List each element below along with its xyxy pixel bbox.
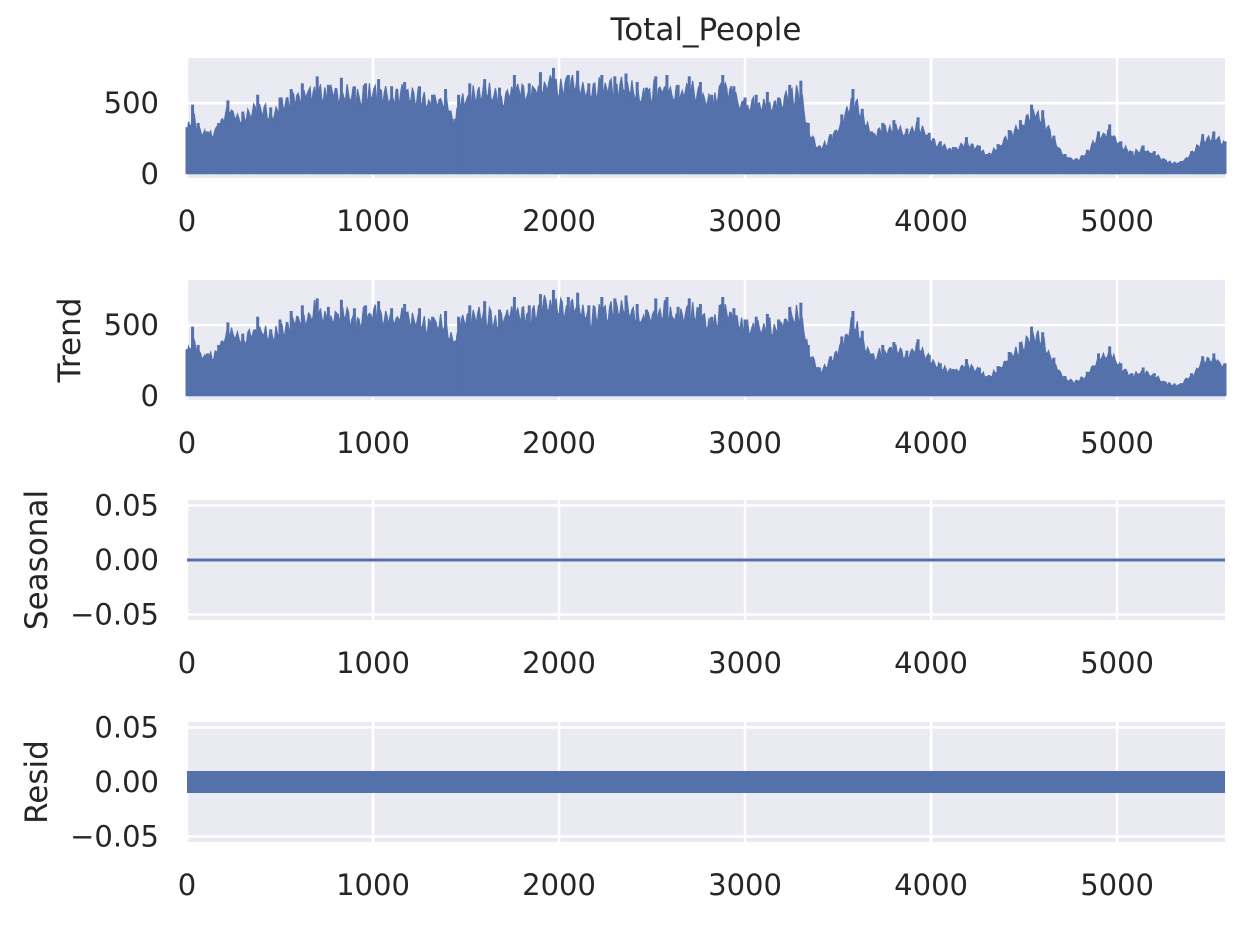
y-tick-label: −0.05 xyxy=(70,598,159,632)
x-tick-label: 0 xyxy=(178,646,196,680)
chart-title: Total_People xyxy=(610,12,802,48)
y-axis-label: Seasonal xyxy=(19,490,55,630)
x-tick-label: 0 xyxy=(178,426,196,460)
y-tick-label: 0 xyxy=(141,157,159,191)
x-tick-label: 5000 xyxy=(1080,868,1154,902)
x-tick-label: 2000 xyxy=(522,868,596,902)
x-tick-label: 2000 xyxy=(522,646,596,680)
x-tick-label: 2000 xyxy=(522,426,596,460)
x-tick-label: 3000 xyxy=(708,426,782,460)
x-tick-label: 0 xyxy=(178,204,196,238)
y-tick-label: 500 xyxy=(104,308,159,342)
y-axis-label: Resid xyxy=(19,740,55,824)
y-tick-label: 0.05 xyxy=(94,488,159,522)
x-tick-label: 4000 xyxy=(894,204,968,238)
resid-panel: 0.05 0.00 −0.05 0 1000 2000 3000 4000 5000 Resid xyxy=(19,710,1225,902)
x-tick-label: 4000 xyxy=(894,426,968,460)
x-tick-label: 0 xyxy=(178,868,196,902)
x-tick-label: 3000 xyxy=(708,646,782,680)
x-tick-label: 4000 xyxy=(894,646,968,680)
x-tick-label: 1000 xyxy=(336,868,410,902)
y-tick-label: 0.00 xyxy=(94,543,159,577)
x-tick-label: 1000 xyxy=(336,646,410,680)
y-axis-label: Trend xyxy=(52,298,88,384)
x-tick-label: 4000 xyxy=(894,868,968,902)
y-tick-label: −0.05 xyxy=(70,820,159,854)
x-tick-label: 2000 xyxy=(522,204,596,238)
seasonal-panel: 0.05 0.00 −0.05 0 1000 2000 3000 4000 5000 Season… xyxy=(19,488,1225,680)
x-tick-label: 1000 xyxy=(336,426,410,460)
y-tick-label: 0 xyxy=(141,379,159,413)
y-tick-label: 0.00 xyxy=(94,765,159,799)
resid-points xyxy=(187,771,1225,793)
y-tick-label: 500 xyxy=(104,86,159,120)
x-tick-label: 5000 xyxy=(1080,426,1154,460)
y-tick-label: 0.05 xyxy=(94,710,159,744)
x-tick-label: 1000 xyxy=(336,204,410,238)
x-tick-label: 3000 xyxy=(708,868,782,902)
x-tick-label: 5000 xyxy=(1080,204,1154,238)
x-tick-label: 3000 xyxy=(708,204,782,238)
x-tick-label: 5000 xyxy=(1080,646,1154,680)
